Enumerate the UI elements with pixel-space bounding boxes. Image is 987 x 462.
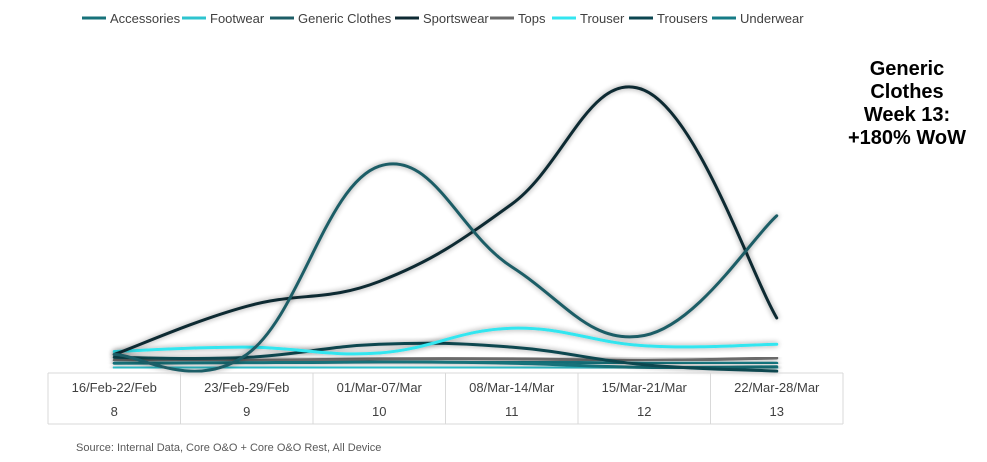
x-tick-label: 08/Mar-14/Mar <box>469 380 555 395</box>
legend-item: Trouser <box>552 11 625 26</box>
legend-item: Generic Clothes <box>270 11 392 26</box>
legend-label: Sportswear <box>423 11 489 26</box>
legend-item: Sportswear <box>395 11 489 26</box>
legend-label: Tops <box>518 11 546 26</box>
x-axis-table: 16/Feb-22/Feb 8 23/Feb-29/Feb 9 01/Mar-07/Ma… <box>47 372 844 425</box>
series-line-sportswear <box>112 85 779 356</box>
series-line-generic-clothes <box>112 162 779 373</box>
source-note: Source: Internal Data, Core O&O + Core O… <box>76 442 382 454</box>
series-line-trousers <box>112 341 779 373</box>
legend-label: Generic Clothes <box>298 11 392 26</box>
x-tick-label: 01/Mar-07/Mar <box>337 380 423 395</box>
callout-line-3: Week 13: <box>863 104 951 126</box>
x-tick-label: 23/Feb-29/Feb <box>204 380 289 395</box>
x-week-label: 11 <box>505 404 519 419</box>
plot-area <box>112 85 779 373</box>
legend: Accessories Footwear Generic Clothes Sports… <box>82 11 804 26</box>
series-line-tops <box>112 356 779 362</box>
legend-label: Accessories <box>110 11 181 26</box>
callout-annotation: Generic Clothes Week 13: +180% WoW <box>832 58 982 150</box>
legend-item: Footwear <box>182 11 265 26</box>
x-week-label: 12 <box>637 404 651 419</box>
callout-line-1: Generic <box>869 58 945 80</box>
legend-label: Footwear <box>210 11 265 26</box>
legend-item: Trousers <box>629 11 708 26</box>
legend-item: Underwear <box>712 11 804 26</box>
callout-line-2: Clothes <box>870 81 944 103</box>
x-tick-label: 22/Mar-28/Mar <box>734 380 820 395</box>
x-tick-label: 15/Mar-21/Mar <box>602 380 688 395</box>
legend-label: Trousers <box>657 11 708 26</box>
x-week-label: 13 <box>770 404 784 419</box>
legend-item: Tops <box>490 11 546 26</box>
x-week-label: 10 <box>372 404 386 419</box>
series-line-trouser <box>112 326 779 356</box>
x-week-label: 8 <box>111 404 118 419</box>
callout-line-4: +180% WoW <box>848 127 966 149</box>
x-week-label: 9 <box>243 404 250 419</box>
legend-label: Trouser <box>580 11 625 26</box>
x-tick-label: 16/Feb-22/Feb <box>72 380 157 395</box>
legend-label: Underwear <box>740 11 804 26</box>
legend-item: Accessories <box>82 11 181 26</box>
